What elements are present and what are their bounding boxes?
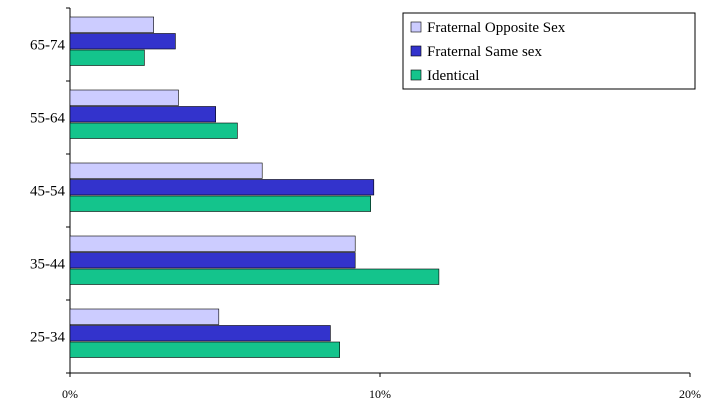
category-label: 55-64	[30, 111, 65, 127]
legend-item-1: Fraternal Same sex	[410, 44, 542, 60]
legend-item-2: Identical	[410, 68, 479, 84]
bar-55-64-0	[69, 89, 179, 106]
legend-label-2: Identical	[427, 68, 479, 84]
bar-45-54-2	[69, 195, 372, 212]
category-labels: 25-34 35-44 45-54 55-64 65-74	[30, 38, 65, 346]
legend-swatch-0	[410, 21, 422, 33]
bar-25-34-0	[69, 308, 220, 325]
bar-45-54-0	[69, 162, 263, 179]
legend-label-0: Fraternal Opposite Sex	[427, 20, 566, 36]
bar-55-64-1	[69, 106, 216, 123]
legend-item-0: Fraternal Opposite Sex	[410, 20, 566, 36]
bar-45-54-1	[69, 179, 375, 196]
bar-25-34-2	[69, 341, 341, 358]
bar-65-74-1	[69, 33, 176, 50]
tick-labels: 0% 10% 20%	[62, 387, 701, 401]
category-label: 35-44	[30, 257, 65, 273]
bar-35-44-2	[69, 268, 440, 285]
legend-swatch-2	[410, 69, 422, 81]
bars	[69, 16, 440, 358]
category-label: 45-54	[30, 184, 65, 200]
bar-65-74-0	[69, 16, 154, 33]
bar-25-34-1	[69, 325, 331, 342]
bar-35-44-0	[69, 235, 356, 252]
legend: Fraternal Opposite Sex Fraternal Same se…	[402, 12, 696, 90]
bar-65-74-2	[69, 49, 145, 66]
category-label: 65-74	[30, 38, 65, 54]
bar-35-44-1	[69, 252, 356, 269]
x-tick-label: 20%	[679, 387, 701, 401]
legend-swatch-1	[410, 45, 422, 57]
x-tick-label: 10%	[369, 387, 391, 401]
legend-label-1: Fraternal Same sex	[427, 44, 542, 60]
x-tick-label: 0%	[62, 387, 78, 401]
category-label: 25-34	[30, 330, 65, 346]
legend-box	[402, 12, 696, 90]
bar-55-64-2	[69, 122, 238, 139]
